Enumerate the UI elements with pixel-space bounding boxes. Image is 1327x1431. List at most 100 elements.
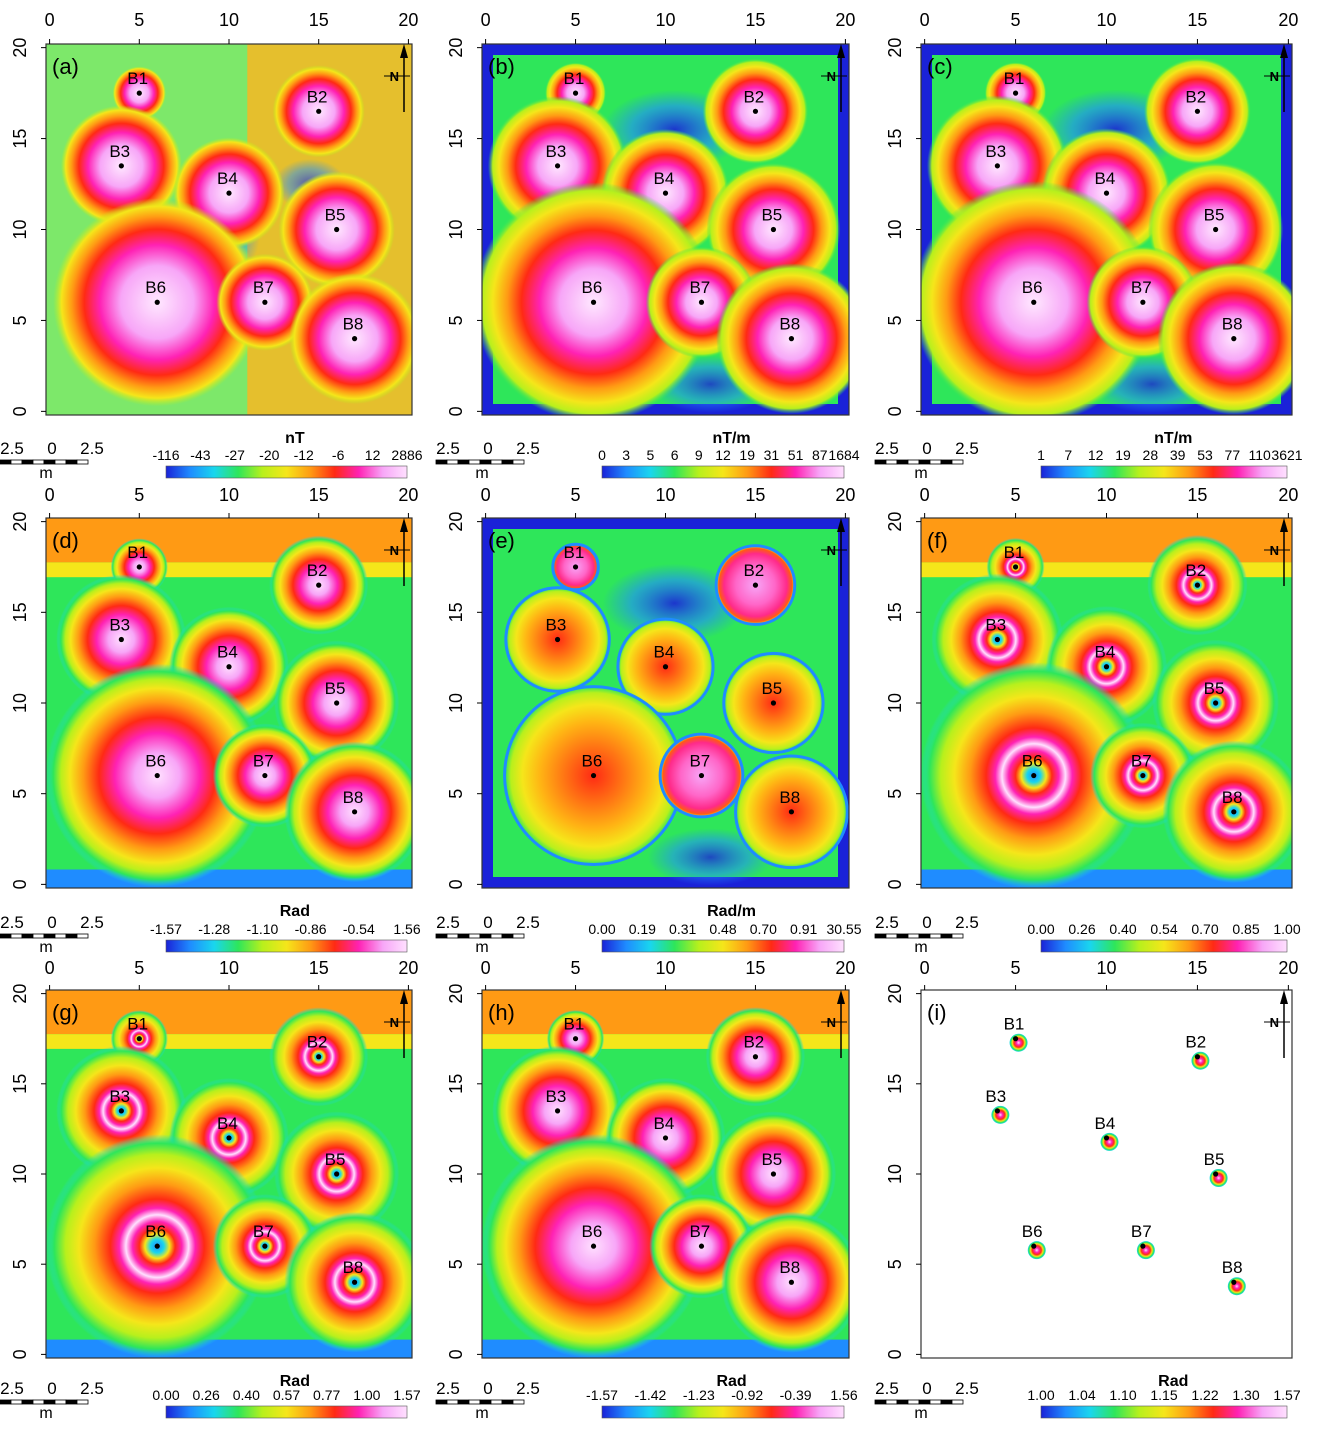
scale-segment xyxy=(76,459,89,465)
scale-label: 2.5 xyxy=(516,913,540,932)
body-marker xyxy=(698,1243,705,1249)
scale-segment xyxy=(896,1399,909,1405)
north-label: N xyxy=(827,1015,836,1030)
body-label: B6 xyxy=(1022,752,1043,771)
scale-label: 0 xyxy=(483,439,492,458)
x-tick-label: 20 xyxy=(835,10,855,30)
scale-segment xyxy=(43,1399,56,1405)
north-arrow-head xyxy=(1280,518,1288,532)
body-label: B1 xyxy=(1004,69,1025,88)
body-label: B7 xyxy=(689,278,710,297)
north-label: N xyxy=(1270,1015,1279,1030)
body-marker xyxy=(316,1054,322,1060)
x-tick-label: 10 xyxy=(219,958,239,978)
color-bar-tick: 12 xyxy=(1088,447,1104,463)
color-bar-tick: 1.15 xyxy=(1150,1387,1177,1403)
scale-segment xyxy=(951,1399,964,1405)
scale-unit: m xyxy=(914,465,927,482)
y-tick-label: 0 xyxy=(10,1349,30,1359)
x-tick-label: 15 xyxy=(309,485,329,505)
body-marker xyxy=(118,636,124,643)
scale-label: 2.5 xyxy=(955,1379,979,1398)
body-label: B3 xyxy=(109,142,130,161)
x-tick-label: 20 xyxy=(1278,958,1298,978)
anomaly-B8 xyxy=(284,741,412,883)
color-bar-tick: 1.57 xyxy=(393,1387,420,1403)
scale-segment xyxy=(32,459,45,465)
y-tick-label: 10 xyxy=(885,693,905,713)
body-marker xyxy=(698,299,705,305)
scale-label: 2.5 xyxy=(875,1379,899,1398)
scale-label: 0 xyxy=(922,1379,931,1398)
body-marker xyxy=(1194,582,1201,588)
color-bar-tick: -0.86 xyxy=(295,921,327,937)
color-bar-tick: 1.04 xyxy=(1068,1387,1095,1403)
scale-label: 2.5 xyxy=(436,439,460,458)
x-tick-label: 15 xyxy=(309,958,329,978)
scale-segment xyxy=(435,933,448,939)
body-marker xyxy=(662,664,669,670)
scale-label: 0 xyxy=(922,439,931,458)
body-marker xyxy=(1140,299,1146,305)
color-bar-tick: 77 xyxy=(1225,447,1241,463)
body-marker xyxy=(590,299,597,305)
y-tick-label: 10 xyxy=(10,219,30,239)
scale-segment xyxy=(479,1399,492,1405)
scale-segment xyxy=(479,933,492,939)
y-tick-label: 0 xyxy=(10,879,30,889)
unit-label: Rad/m xyxy=(707,903,756,920)
scale-label: 2.5 xyxy=(516,439,540,458)
scale-segment xyxy=(940,1399,953,1405)
scale-unit: m xyxy=(914,1405,927,1422)
y-tick-label: 0 xyxy=(885,879,905,889)
color-bar-tick: 1.57 xyxy=(1273,1387,1300,1403)
body-label: B3 xyxy=(109,1087,130,1106)
color-bar-tick: 1.56 xyxy=(830,1387,857,1403)
x-tick-label: 10 xyxy=(655,958,675,978)
y-tick-label: 20 xyxy=(10,38,30,58)
scale-segment xyxy=(501,459,514,465)
color-bar-tick: 0.19 xyxy=(629,921,656,937)
x-tick-label: 15 xyxy=(1187,485,1207,505)
body-marker xyxy=(590,1243,597,1249)
body-label: B8 xyxy=(1222,315,1243,334)
body-label: B7 xyxy=(1131,752,1152,771)
body-marker xyxy=(262,299,268,305)
scale-segment xyxy=(940,459,953,465)
panel-g: B1 B2 B3 B4 B5 B6 B7 B8 (g) N 0 5 10 15 20 0 5 10 15 20 2.5 0… xyxy=(0,958,421,1422)
body-label: B8 xyxy=(343,315,364,334)
color-bar-tick: -1.28 xyxy=(198,921,230,937)
body-label: B8 xyxy=(779,315,800,334)
panel-f: B1 B2 B3 B4 B5 B6 B7 B8 (f) N 0 5 10 15 20 0 5 10 15 20 2.5 0… xyxy=(874,485,1301,956)
body-label: B3 xyxy=(546,1087,567,1106)
body-label: B6 xyxy=(1022,278,1043,297)
low-anomaly xyxy=(647,828,774,886)
body-label: B1 xyxy=(1004,543,1025,562)
body-label: B7 xyxy=(1131,1222,1152,1241)
y-tick-label: 20 xyxy=(885,512,905,532)
scale-label: 2.5 xyxy=(436,913,460,932)
x-tick-label: 0 xyxy=(45,10,55,30)
y-tick-label: 15 xyxy=(10,129,30,149)
body-marker xyxy=(994,636,1000,643)
body-marker xyxy=(662,190,669,196)
anomaly-B5 xyxy=(1209,1169,1228,1187)
color-bar xyxy=(1040,939,1288,953)
scale-segment xyxy=(21,933,34,939)
body-marker xyxy=(351,336,358,342)
y-tick-label: 20 xyxy=(10,512,30,532)
body-label: B4 xyxy=(217,1114,238,1133)
north-arrow-head xyxy=(400,990,408,1004)
map-area xyxy=(46,518,412,888)
body-marker xyxy=(572,564,579,570)
body-label: B1 xyxy=(127,543,148,562)
x-tick-label: 20 xyxy=(1278,10,1298,30)
y-tick-label: 10 xyxy=(446,219,466,239)
panel-label: (c) xyxy=(927,54,953,79)
x-tick-label: 20 xyxy=(835,485,855,505)
color-bar-tick: 0.26 xyxy=(193,1387,220,1403)
body-label: B5 xyxy=(325,206,346,225)
color-bar-tick: 0.54 xyxy=(1150,921,1177,937)
scale-label: 0 xyxy=(47,913,56,932)
body-label: B2 xyxy=(1185,561,1206,580)
